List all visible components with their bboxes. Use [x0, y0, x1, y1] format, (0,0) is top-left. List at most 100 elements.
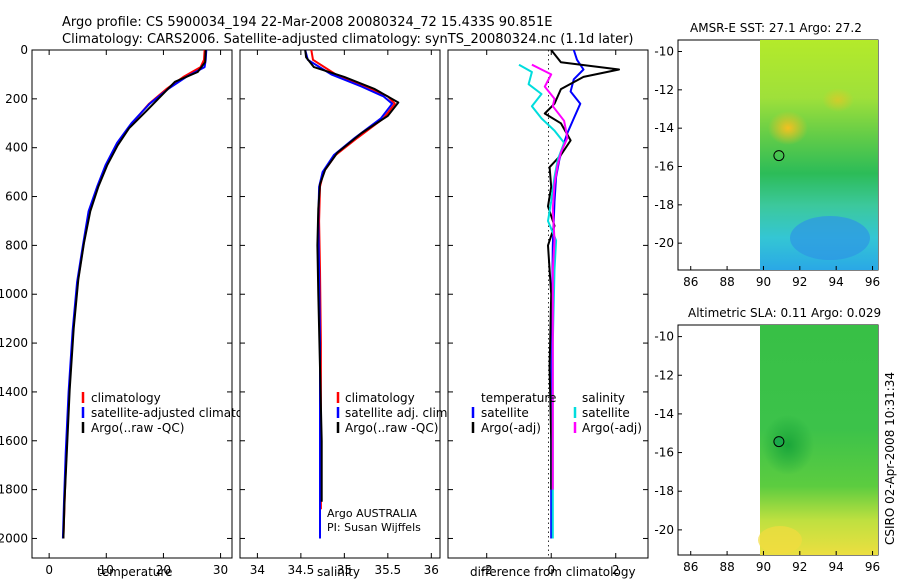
y-tick-label: 400: [5, 141, 28, 155]
temperature-legend: climatology satellite-adjusted climatolo…: [81, 391, 269, 435]
salinity-plot-area: [239, 49, 441, 559]
sst-argo-location-marker: [773, 150, 785, 162]
map-lon-tick-label: 96: [865, 560, 880, 574]
legend-label-sal-argo: Argo(-adj): [582, 421, 642, 435]
map-lat-tick-label: -14: [654, 407, 674, 421]
legend-title-salinity: salinity: [582, 391, 625, 405]
figure-title-line1: Argo profile: CS 5900034_194 22-Mar-2008…: [62, 15, 552, 30]
salinity-legend: climatology satellite adj. clim. Argo(..…: [336, 391, 451, 435]
sla-low-patch: [762, 415, 814, 475]
map-lon-tick-label: 88: [719, 560, 734, 574]
y-tick-label: 200: [5, 92, 28, 106]
legend-label-temp-argo: Argo(-adj): [481, 421, 541, 435]
annotation-argo-australia: Argo AUSTRALIA: [327, 507, 417, 520]
y-tick-label: 1200: [0, 336, 28, 350]
temperature-series: [61, 49, 208, 539]
y-tick-label: 1000: [0, 287, 28, 301]
sst-warm-patch: [822, 88, 854, 112]
y-tick-label: 600: [5, 190, 28, 204]
legend-label-satellite-adjusted: satellite-adjusted climatology: [91, 406, 269, 420]
x-tick-label: 30: [213, 563, 228, 577]
map-lat-tick-label: -20: [654, 236, 674, 250]
legend-label-sal-satellite: satellite: [582, 406, 630, 420]
side-credit-label: CSIRO 02-Apr-2008 10:31:34: [883, 372, 897, 545]
difference-legend: temperature satellite Argo(-adj) salinit…: [471, 391, 642, 435]
series-line-argo-raw-qc: [304, 49, 400, 502]
legend-label-satellite-adj: satellite adj. clim.: [345, 406, 451, 420]
map-lat-tick-label: -16: [654, 160, 674, 174]
map-lat-tick-label: -10: [654, 330, 674, 344]
x-tick-label: 10: [99, 563, 114, 577]
salinity-panel: 34 34.5 35 35.5 36 salinity climatology sate…: [239, 49, 451, 579]
x-tick-label: 36: [424, 563, 439, 577]
map-lon-tick-label: 94: [829, 560, 844, 574]
map-lon-tick-label: 90: [756, 560, 771, 574]
sst-warm-patch: [768, 111, 808, 145]
map-lon-tick-label: 86: [683, 560, 698, 574]
sla-map-title: Altimetric SLA: 0.11 Argo: 0.029: [688, 306, 881, 320]
legend-title-temperature: temperature: [481, 391, 556, 405]
legend-label-argo: Argo(..raw -QC): [91, 421, 184, 435]
difference-panel: -2 0 2 difference from climatology tempera…: [447, 49, 649, 579]
difference-plot-area: [447, 49, 649, 559]
map-lon-tick-label: 92: [792, 275, 807, 289]
x-tick-label: -2: [481, 563, 493, 577]
map-lat-tick-label: -12: [654, 368, 674, 382]
sst-heatmap: [760, 40, 878, 270]
sla-map-panel: Altimetric SLA: 0.11 Argo: 0.029 -10-12-…: [654, 306, 881, 574]
temperature-panel: 0 200 400 600 800 1000 1200 1400 1600 1800 2000 0 10…: [0, 43, 269, 579]
difference-series: [518, 49, 620, 539]
map-lat-tick-label: -18: [654, 198, 674, 212]
temperature-ticks: 0 200 400 600 800 1000 1200 1400 1600 1800 2000 0 10…: [0, 43, 232, 577]
figure-title-line2: Climatology: CARS2006. Satellite-adjuste…: [62, 32, 634, 47]
map-lon-tick-label: 90: [756, 275, 771, 289]
x-tick-label: 34.5: [288, 563, 315, 577]
salinity-series: [304, 49, 400, 539]
x-tick-label: 35.5: [374, 563, 401, 577]
legend-label-temp-satellite: satellite: [481, 406, 529, 420]
sla-heatmap: [758, 325, 878, 555]
annotation-pi-name: PI: Susan Wijffels: [327, 521, 421, 534]
sla-high-patch: [758, 526, 802, 554]
y-tick-label: 800: [5, 238, 28, 252]
x-tick-label: 34: [250, 563, 265, 577]
sla-map-ticks: -10 -12 -14 -16 -18 -20 86 88 90 92 94 96: [654, 330, 880, 574]
difference-ticks: -2 0 2: [448, 49, 648, 577]
map-lat-tick-label: -20: [654, 523, 674, 537]
y-tick-label: 0: [20, 43, 28, 57]
map-lat-tick-label: -16: [654, 446, 674, 460]
sst-map-title: AMSR-E SST: 27.1 Argo: 27.2: [690, 21, 862, 35]
map-lon-tick-label: 94: [829, 275, 844, 289]
map-lat-tick-label: -18: [654, 484, 674, 498]
legend-label-argo: Argo(..raw -QC): [345, 421, 438, 435]
legend-label-climatology: climatology: [345, 391, 415, 405]
legend-label-climatology: climatology: [91, 391, 161, 405]
salinity-ticks: 34 34.5 35 35.5 36: [240, 49, 440, 577]
series-line-salinity-argo-adj: [531, 63, 569, 490]
sst-map-panel: AMSR-E SST: 27.1 Argo: 27.2 -10 -12 -14 -16…: [654, 21, 880, 289]
x-tick-label: 35: [337, 563, 352, 577]
temperature-xlabel: temperature: [97, 565, 172, 579]
map-lon-tick-label: 88: [719, 275, 734, 289]
map-lat-tick-label: -12: [654, 83, 674, 97]
map-lat-tick-label: -14: [654, 121, 674, 135]
x-tick-label: 0: [45, 563, 53, 577]
sst-map-ticks: -10 -12 -14 -16 -18 -20 86 88 90 92 94 96: [654, 45, 880, 290]
difference-xlabel: difference from climatology: [470, 565, 636, 579]
x-tick-label: 0: [547, 563, 555, 577]
x-tick-label: 20: [156, 563, 171, 577]
sla-argo-location-marker: [773, 436, 785, 448]
map-lon-tick-label: 86: [683, 275, 698, 289]
series-line-argo-raw-qc: [62, 49, 207, 539]
y-tick-label: 1800: [0, 483, 28, 497]
map-lon-tick-label: 96: [865, 275, 880, 289]
map-lon-tick-label: 92: [792, 560, 807, 574]
y-tick-label: 2000: [0, 531, 28, 545]
y-tick-label: 1400: [0, 385, 28, 399]
y-tick-label: 1600: [0, 434, 28, 448]
x-tick-label: 2: [612, 563, 620, 577]
map-lat-tick-label: -10: [654, 45, 674, 59]
salinity-xlabel: salinity: [317, 565, 360, 579]
sst-cool-patch: [790, 216, 870, 260]
